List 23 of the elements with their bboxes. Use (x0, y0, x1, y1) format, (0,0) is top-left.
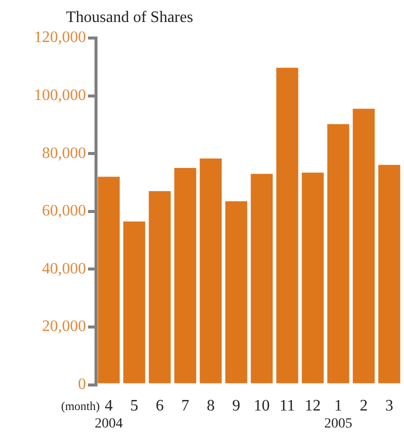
x-tick-label: 12 (304, 398, 321, 415)
text: 2005 (324, 416, 352, 432)
y-tick-label: 60,000 (42, 202, 86, 220)
chart-title: Thousand of Shares (66, 9, 194, 26)
x-tick-label: 8 (206, 398, 215, 415)
x-tick-label: 4 (104, 398, 113, 415)
x-tick-label: 2 (360, 398, 368, 415)
text: 2004 (94, 416, 123, 432)
x-tick-label: 11 (280, 398, 295, 415)
x-tick-label: 5 (130, 398, 138, 415)
y-tick-label: 40,000 (42, 260, 86, 278)
x-tick-label: 10 (254, 398, 270, 415)
y-tick-label: 120,000 (34, 29, 86, 46)
x-tick-label: 3 (385, 398, 394, 415)
y-tick-label: 100,000 (34, 87, 86, 104)
x-tick-label: 9 (232, 398, 240, 415)
x-tick-label: 6 (156, 398, 164, 415)
x-tick-label: 7 (181, 398, 190, 415)
x-tick-label: 1 (334, 398, 342, 415)
x-axis-title: (month) (61, 398, 100, 413)
y-tick-label: 80,000 (42, 144, 86, 162)
y-tick-label: 20,000 (42, 318, 86, 336)
y-tick-label: 0 (78, 376, 86, 394)
